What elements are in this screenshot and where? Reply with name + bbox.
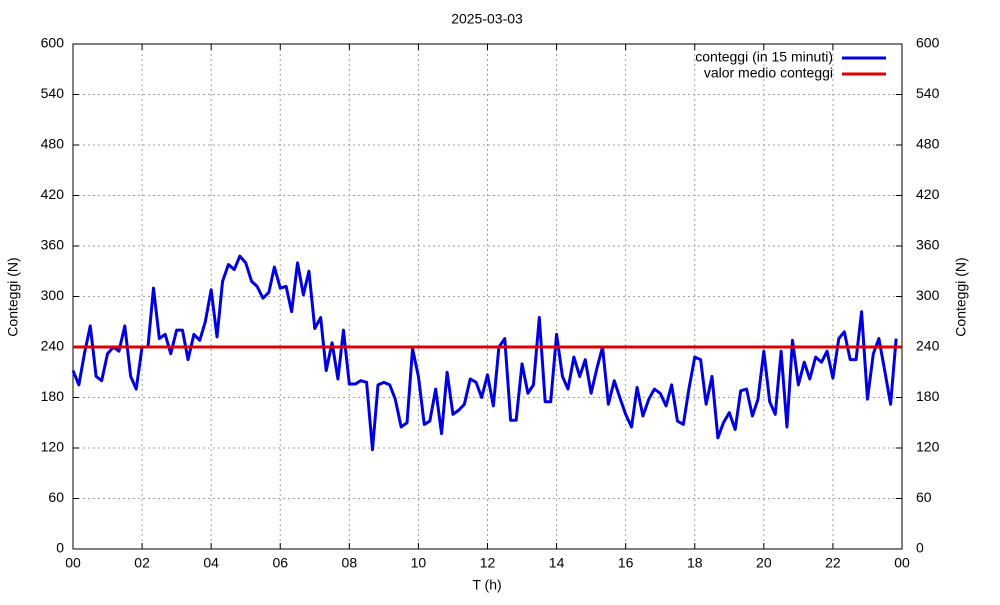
x-tick-label: 16 <box>618 555 634 571</box>
y-tick-label: 0 <box>56 540 64 556</box>
x-tick-label: 18 <box>687 555 703 571</box>
x-tick-label: 00 <box>65 555 81 571</box>
y2-axis-label: Conteggi (N) <box>953 257 969 336</box>
y-tick-label: 420 <box>41 186 65 202</box>
data-line <box>71 254 898 452</box>
plot-frame <box>72 43 903 550</box>
y-tick-label: 300 <box>41 287 65 303</box>
legend-label: conteggi (in 15 minuti) <box>695 49 833 65</box>
y-tick-label: 60 <box>48 489 64 505</box>
y2-tick-label: 120 <box>916 439 940 455</box>
y-axis-label: Conteggi (N) <box>5 257 21 336</box>
y2-tick-label: 240 <box>916 338 940 354</box>
y2-tick-label: 60 <box>916 489 932 505</box>
y-tick-label: 480 <box>41 136 65 152</box>
x-tick-label: 02 <box>134 555 150 571</box>
x-axis-label: T (h) <box>472 577 501 593</box>
y2-tick-label: 600 <box>916 35 940 51</box>
y2-tick-label: 300 <box>916 287 940 303</box>
y-tick-label: 240 <box>41 338 65 354</box>
x-tick-label: 00 <box>894 555 910 571</box>
y2-tick-label: 420 <box>916 186 940 202</box>
x-tick-label: 10 <box>411 555 427 571</box>
x-tick-label: 06 <box>272 555 288 571</box>
x-tick-label: 04 <box>203 555 219 571</box>
y-tick-label: 180 <box>41 388 65 404</box>
x-tick-label: 08 <box>342 555 358 571</box>
x-tick-label: 14 <box>549 555 565 571</box>
y-tick-label: 540 <box>41 85 65 101</box>
x-tick-label: 22 <box>825 555 841 571</box>
y2-tick-label: 0 <box>916 540 924 556</box>
y2-tick-label: 480 <box>916 136 940 152</box>
y2-tick-label: 180 <box>916 388 940 404</box>
y-tick-label: 600 <box>41 35 65 51</box>
chart-title: 2025-03-03 <box>451 11 523 27</box>
y2-tick-label: 360 <box>916 237 940 253</box>
y2-tick-label: 540 <box>916 85 940 101</box>
legend-label: valor medio conteggi <box>704 65 833 81</box>
y-tick-label: 360 <box>41 237 65 253</box>
x-tick-label: 20 <box>756 555 772 571</box>
x-tick-label: 12 <box>480 555 496 571</box>
y-tick-label: 120 <box>41 439 65 455</box>
